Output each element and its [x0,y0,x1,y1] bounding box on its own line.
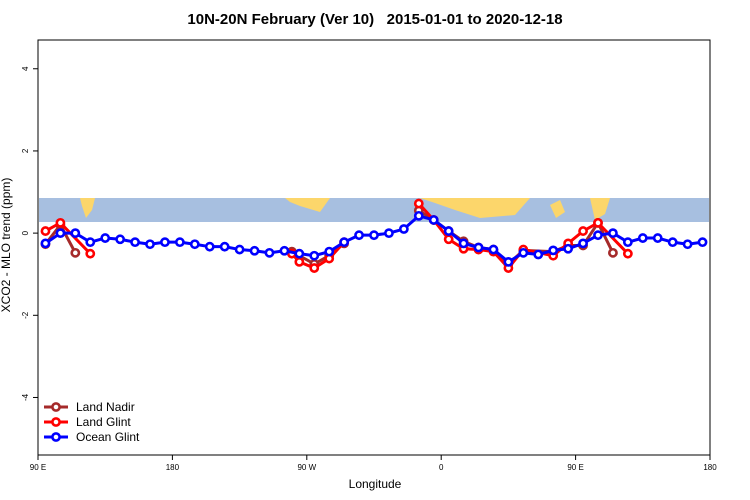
data-point [578,238,588,249]
data-point [204,241,215,252]
data-point [369,230,379,241]
data-point [324,246,335,257]
data-point [279,245,290,256]
map-land [420,198,530,218]
data-point [145,239,155,250]
legend-marker [51,402,61,412]
data-point [294,248,305,259]
x-tick-label: 90 W [297,463,316,472]
data-point [264,247,275,258]
data-point [219,241,230,252]
x-tick-label: 90 E [30,463,46,472]
data-point [115,234,126,245]
data-point [518,247,529,258]
data-point [697,237,708,248]
chart-title: 10N-20N February (Ver 10) 2015-01-01 to … [187,11,562,28]
data-point [622,248,633,259]
map-land [590,198,610,220]
data-point [85,248,96,259]
data-point [413,210,424,221]
data-point [309,263,320,273]
legend-label: Land Glint [76,415,131,429]
data-point [294,256,305,267]
data-point [443,226,454,236]
data-point [443,234,454,245]
data-point [473,242,484,253]
map-land [80,198,95,218]
legend-label: Land Nadir [76,400,135,414]
data-point [637,233,648,243]
data-point [309,250,320,261]
y-tick-label: 0 [21,230,30,235]
data-point [608,247,618,258]
legend-marker [51,417,61,427]
y-tick-label: -2 [21,311,30,319]
x-tick-label: 90 E [567,463,583,472]
map-land [285,198,330,212]
data-point [458,238,469,249]
data-point [160,237,170,248]
data-point [578,226,588,236]
y-tick-label: 2 [21,148,30,153]
x-tick-label: 180 [703,463,717,472]
data-point [593,230,603,241]
data-point [130,237,140,248]
data-point [384,228,394,239]
data-point [354,230,364,241]
data-point [70,247,81,258]
data-point [533,249,544,260]
data-point [622,237,633,248]
data-point [667,237,678,248]
data-point [189,239,200,250]
data-point [488,244,499,255]
legend-marker [51,432,61,442]
data-point [682,239,693,250]
data-point [413,198,424,209]
data-point [174,237,185,248]
y-tick-label: 4 [21,66,30,71]
data-point [40,226,51,236]
x-axis-label: Longitude [349,477,402,491]
data-point [548,245,559,256]
map-land [550,200,565,218]
data-point [55,217,66,228]
data-point [234,244,245,255]
data-point [55,228,66,239]
data-point [593,217,603,228]
data-point [608,228,618,239]
data-point [652,233,663,243]
x-tick-label: 180 [166,463,180,472]
data-point [100,233,111,243]
data-point [428,215,439,225]
y-tick-label: -4 [21,393,30,401]
legend-label: Ocean Glint [76,430,140,444]
data-point [339,237,350,248]
data-point [40,238,51,249]
data-point [85,237,96,248]
plot-frame [37,39,711,456]
data-point [563,243,574,254]
y-axis-label: XCO2 - MLO trend (ppm) [0,178,13,313]
data-point [398,224,409,234]
x-tick-label: 0 [439,463,444,472]
data-point [70,228,81,239]
data-point [249,245,260,256]
map-strip [39,198,709,222]
data-point [503,256,514,267]
